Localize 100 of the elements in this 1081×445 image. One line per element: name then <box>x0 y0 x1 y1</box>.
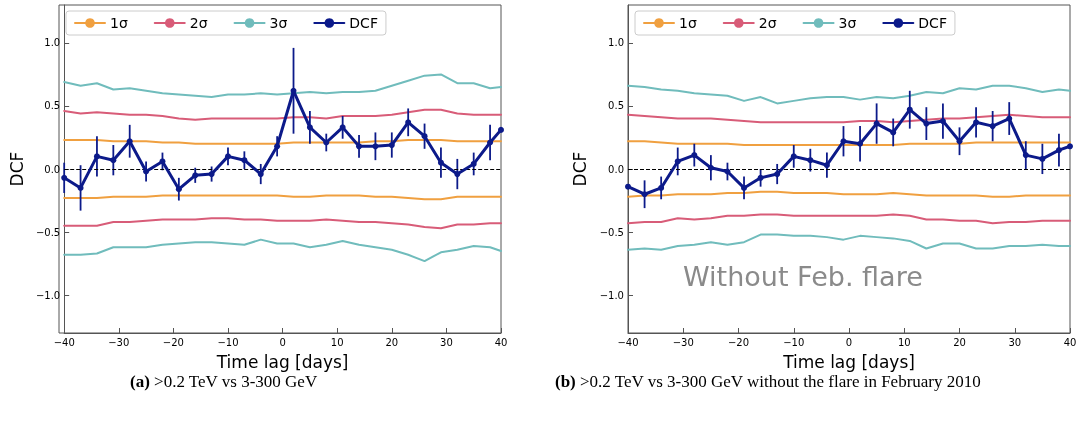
legend-label: 3σ <box>269 15 288 31</box>
x-tick-label: 30 <box>440 336 453 348</box>
point <box>641 191 648 198</box>
text: (b) >0.2 TeV vs 3-300 GeV without the flare in February 2010 <box>555 371 981 391</box>
point <box>939 118 946 125</box>
x-tick-label: 10 <box>330 336 344 348</box>
point <box>923 120 930 127</box>
point <box>61 174 68 181</box>
point <box>691 152 698 159</box>
y-tick-label: −0.5 <box>599 226 624 238</box>
y-axis-title: DCF <box>570 151 591 187</box>
point <box>1006 115 1013 122</box>
line-series <box>627 233 1071 251</box>
point <box>487 139 494 146</box>
point <box>470 160 477 167</box>
x-tick-label: 40 <box>1063 336 1077 348</box>
point <box>77 184 84 191</box>
x-axis-title: Time lag [days] <box>215 351 349 372</box>
y-tick-label: −1.0 <box>599 289 624 301</box>
y-tick-label: −0.5 <box>35 226 61 238</box>
x-tick-label: −10 <box>217 336 239 348</box>
x-axis-title: Time lag [days] <box>782 351 915 372</box>
x-tick-label: −10 <box>783 336 805 348</box>
legend-label: 2σ <box>189 15 208 31</box>
point <box>388 142 395 149</box>
y-tick-label: 0.5 <box>608 100 624 112</box>
line-series <box>63 238 502 263</box>
point <box>192 172 199 179</box>
legend-label: 1σ <box>679 15 697 31</box>
point <box>274 143 281 150</box>
y-axis-title: DCF <box>6 151 27 187</box>
x-tick-label: 40 <box>494 336 508 348</box>
point <box>498 126 504 133</box>
legend-label: DCF <box>349 15 378 31</box>
line-series <box>63 108 502 121</box>
y-tick-label: −1.0 <box>35 289 61 301</box>
point <box>290 87 297 94</box>
point <box>1022 152 1029 159</box>
point <box>241 157 248 164</box>
point <box>110 157 117 164</box>
x-tick-label: 20 <box>953 336 966 348</box>
point <box>774 171 781 178</box>
x-tick-label: −40 <box>53 336 75 348</box>
point <box>257 171 264 178</box>
point <box>306 124 313 131</box>
point <box>906 106 913 113</box>
line-series <box>63 217 502 230</box>
point <box>741 184 748 191</box>
point <box>1039 155 1046 162</box>
x-tick-label: −40 <box>617 336 639 348</box>
x-tick-label: 0 <box>279 336 286 348</box>
point <box>724 168 731 175</box>
y-tick-label: 0.5 <box>44 100 61 112</box>
point <box>973 119 980 126</box>
legend-label: 1σ <box>110 15 128 31</box>
point <box>143 168 150 175</box>
x-tick-label: −20 <box>727 336 750 348</box>
text: (a) >0.2 TeV vs 3-300 GeV <box>130 371 318 391</box>
x-tick-label: −20 <box>162 336 184 348</box>
y-tick-label: 1.0 <box>608 37 624 49</box>
point <box>658 184 665 191</box>
point <box>454 171 461 178</box>
point <box>807 157 814 164</box>
x-tick-label: 30 <box>1008 336 1022 348</box>
y-tick-label: 0.0 <box>44 163 61 175</box>
y-tick-label: 0.0 <box>608 163 624 175</box>
point <box>873 120 880 127</box>
x-tick-label: 0 <box>845 336 853 348</box>
line-series <box>627 84 1071 105</box>
legend-label: DCF <box>918 15 947 31</box>
line-series <box>627 213 1071 225</box>
x-tick-label: 20 <box>385 336 399 348</box>
legend-label: 3σ <box>838 15 857 31</box>
point <box>437 159 444 166</box>
point <box>790 153 797 160</box>
point <box>890 129 897 136</box>
point <box>225 153 231 160</box>
point <box>840 138 847 145</box>
point <box>372 143 379 150</box>
point <box>857 140 864 147</box>
point <box>208 171 215 178</box>
x-tick-label: −30 <box>108 336 130 348</box>
point <box>175 186 182 193</box>
point <box>989 123 996 130</box>
x-tick-label: −30 <box>672 336 694 348</box>
y-tick-label: 1.0 <box>44 37 61 49</box>
point <box>93 153 100 160</box>
point <box>707 164 714 171</box>
point <box>405 119 412 126</box>
point <box>1067 143 1073 150</box>
line-series <box>63 73 502 99</box>
point <box>339 124 346 131</box>
point <box>421 133 428 140</box>
point <box>159 158 166 165</box>
annotation: Without Feb. flare <box>683 261 923 292</box>
point <box>757 174 764 181</box>
point <box>1055 147 1062 154</box>
point <box>625 183 631 190</box>
legend-label: 2σ <box>758 15 777 31</box>
point <box>823 162 830 169</box>
